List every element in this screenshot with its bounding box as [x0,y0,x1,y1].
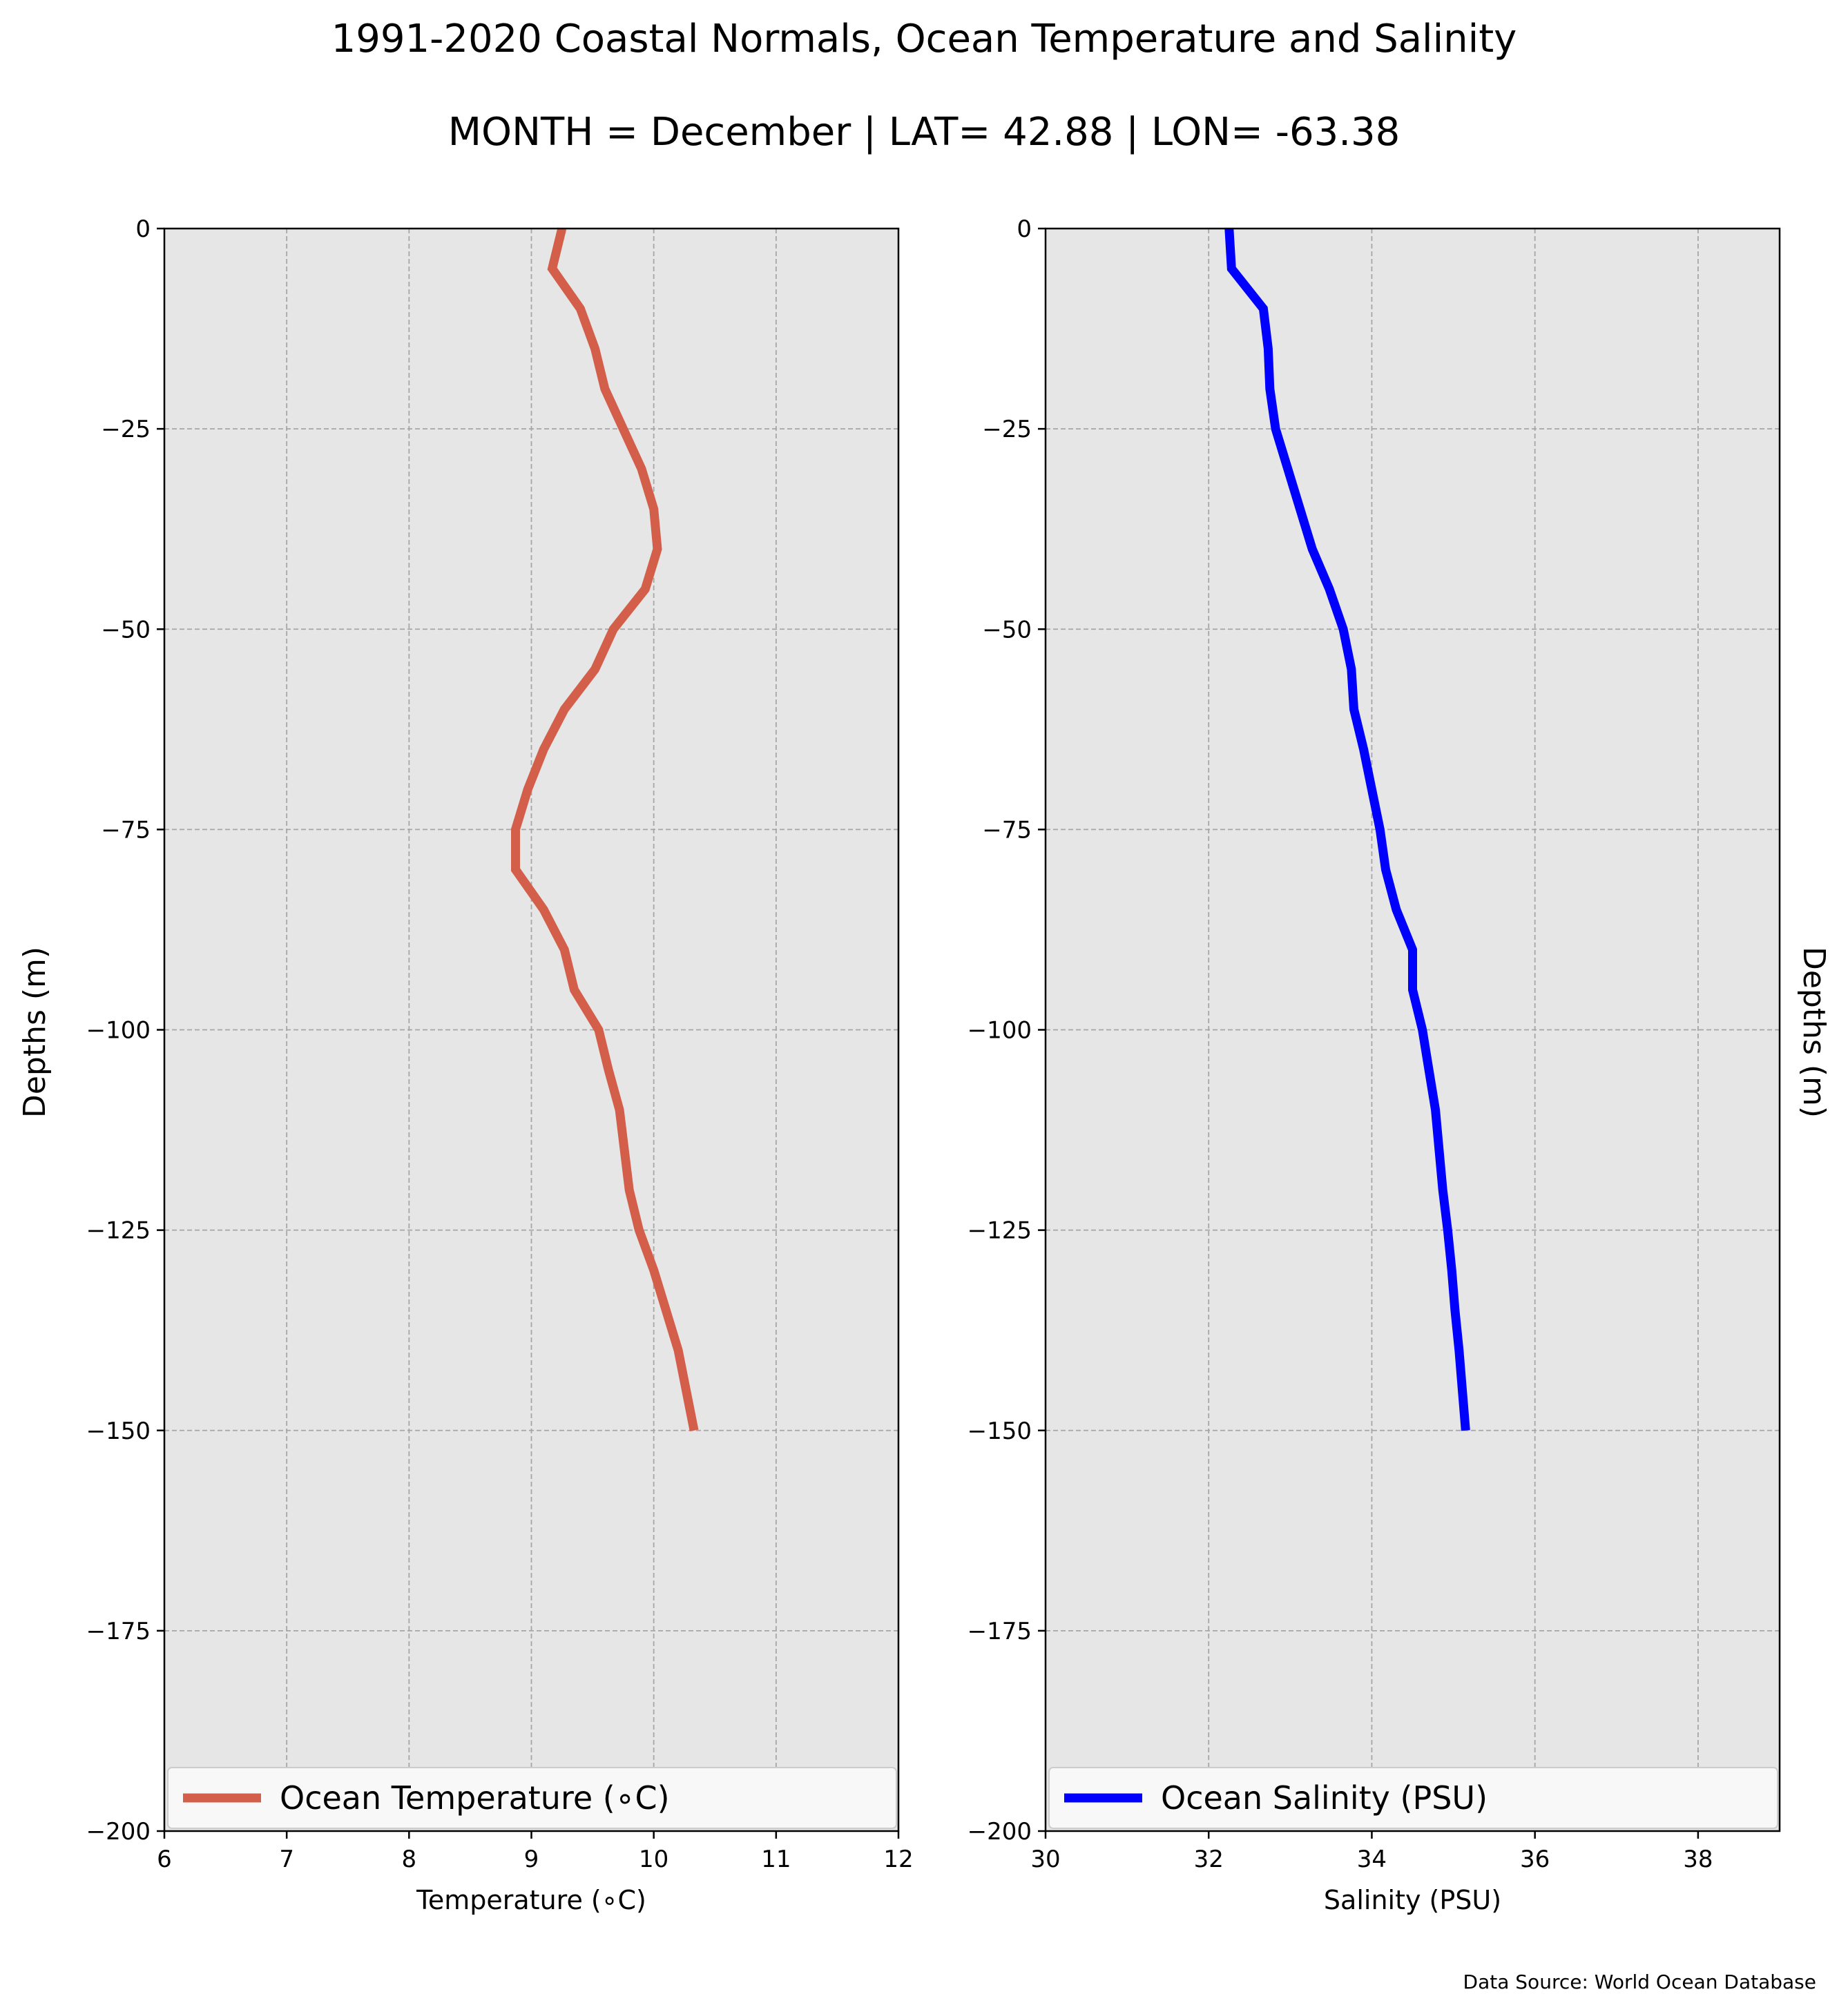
temperature-x-tick-label: 11 [761,1846,791,1873]
salinity-x-tick-label: 32 [1194,1846,1224,1873]
temperature-x-tick-label: 9 [524,1846,539,1873]
temperature-series-line [511,227,699,1432]
salinity-y-tick-label: −50 [982,616,1032,644]
salinity-y-tick-label: −100 [968,1017,1032,1045]
data-source-note: Data Source: World Ocean Database [1463,1971,1816,1993]
temperature-x-tick-label: 10 [639,1846,668,1873]
temperature-y-tick-label: −100 [86,1017,151,1045]
salinity-y-tick-label: −175 [968,1618,1032,1645]
salinity-y-tick-label: −125 [968,1217,1032,1245]
chart-subtitle: MONTH = December | LAT= 42.88 | LON= -63… [448,110,1401,155]
salinity-x-tick-label: 34 [1357,1846,1387,1873]
temperature-y-tick-label: −75 [101,816,151,844]
temperature-y-tick-label: −50 [101,616,151,644]
salinity-x-tick-label: 30 [1030,1846,1060,1873]
chart-title: 1991-2020 Coastal Normals, Ocean Tempera… [331,17,1517,61]
temperature-legend [167,1767,897,1829]
temperature-x-tick-label: 8 [402,1846,417,1873]
temperature-panel: Ocean Temperature (∘C) 6 7 8 9 10 11 12 0 −25 −50 −… [86,215,914,1915]
salinity-y-tick-label: −200 [968,1818,1032,1846]
temperature-y-tick-label: −150 [86,1417,151,1445]
salinity-series-line [1224,228,1470,1431]
temperature-x-tick-label: 6 [157,1846,172,1873]
salinity-x-axis-label: Salinity (PSU) [1324,1885,1501,1915]
temperature-y-tick-label: 0 [135,215,151,243]
temperature-legend-label: Ocean Temperature (∘C) [280,1779,670,1817]
temperature-x-tick-label: 12 [883,1846,913,1873]
salinity-y-tick-label: −75 [982,816,1032,844]
salinity-x-tick-label: 36 [1520,1846,1550,1873]
temperature-y-tick-label: −25 [101,416,151,443]
salinity-legend-label: Ocean Salinity (PSU) [1161,1779,1488,1817]
salinity-x-tick-label: 38 [1683,1846,1713,1873]
temperature-y-tick-label: −125 [86,1217,151,1245]
salinity-panel: Ocean Salinity (PSU) 30 32 34 36 38 0 −25 −50 −75… [968,215,1781,1915]
salinity-legend [1048,1767,1778,1829]
temperature-y-tick-label: −175 [86,1618,151,1645]
salinity-y-axis-label: Depths (m) [1796,947,1831,1118]
temperature-x-axis-label: Temperature (∘C) [416,1885,646,1915]
temperature-x-tick-label: 7 [279,1846,294,1873]
salinity-y-tick-label: −150 [968,1417,1032,1445]
salinity-y-tick-label: 0 [1017,215,1032,243]
salinity-y-tick-label: −25 [982,416,1032,443]
temperature-y-axis-label: Depths (m) [17,947,52,1118]
temperature-y-tick-label: −200 [86,1818,151,1846]
